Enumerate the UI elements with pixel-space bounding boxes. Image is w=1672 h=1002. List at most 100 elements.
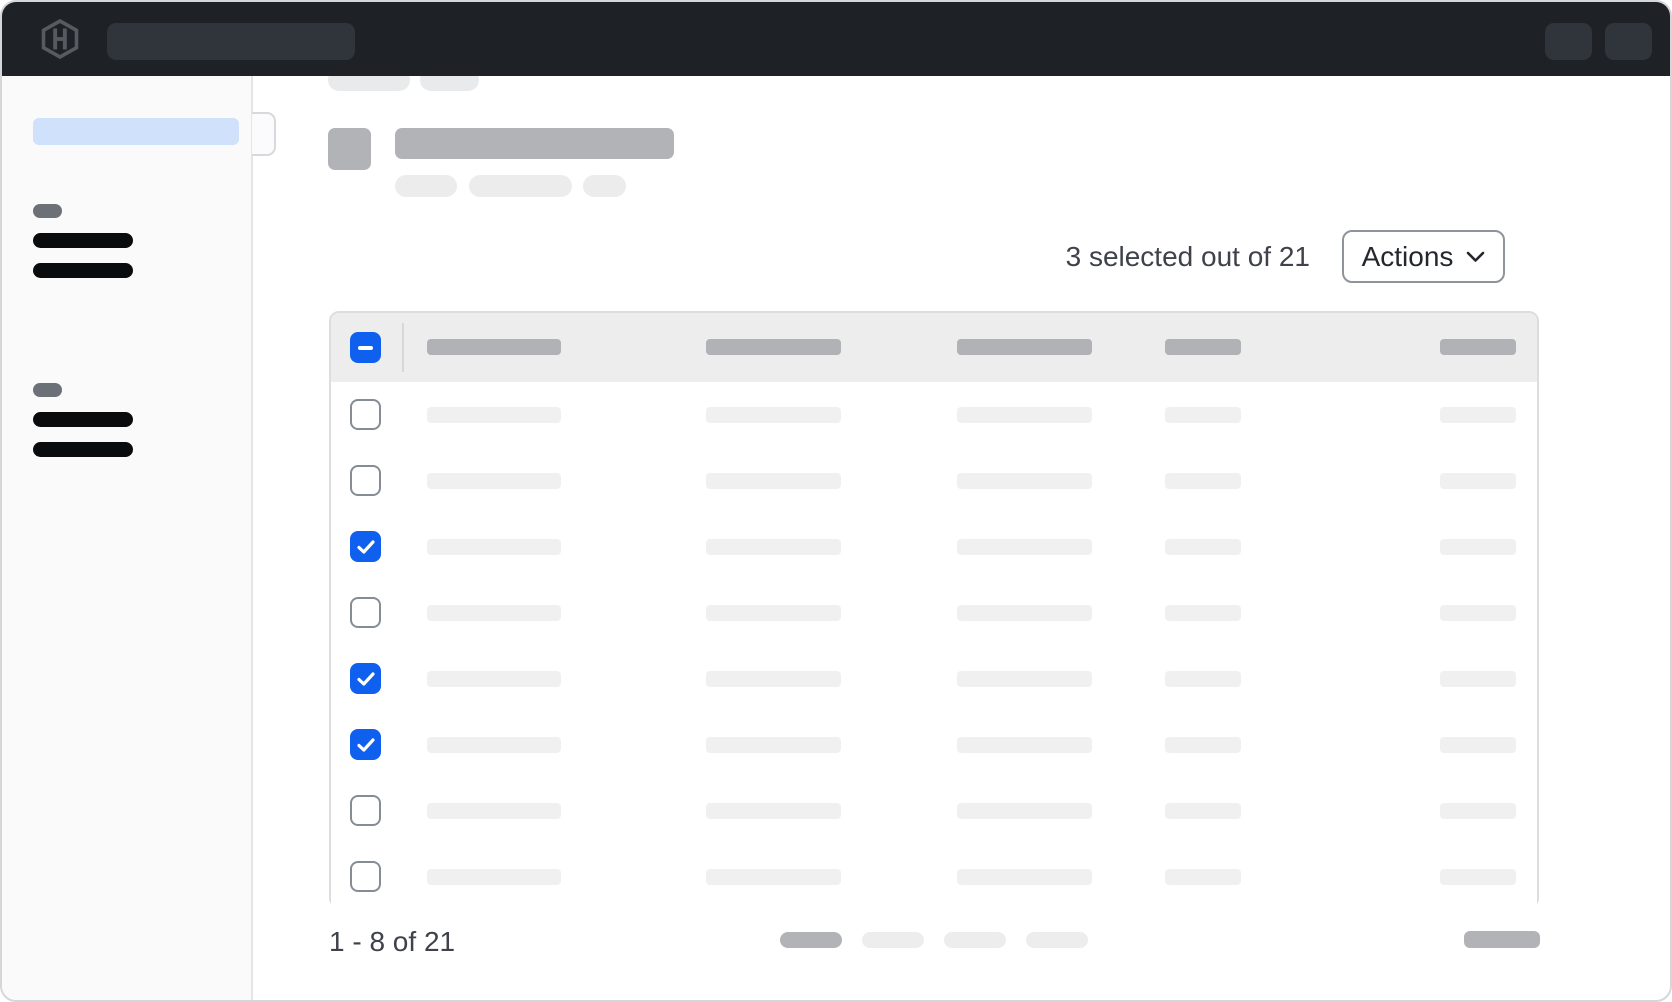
actions-button[interactable]: Actions — [1342, 230, 1505, 283]
sidebar-item[interactable] — [33, 412, 133, 427]
sidebar-item[interactable] — [33, 442, 133, 457]
hashicorp-logo-icon[interactable] — [40, 19, 80, 59]
table-row — [331, 382, 1537, 448]
cell-skeleton — [1440, 407, 1516, 423]
checkmark-icon — [356, 539, 375, 554]
data-table — [329, 311, 1539, 910]
cell-skeleton — [706, 803, 841, 819]
cell-skeleton — [1440, 737, 1516, 753]
row-checkbox[interactable] — [350, 861, 381, 892]
column-header-skeleton — [427, 339, 561, 355]
sidebar-item-active[interactable] — [33, 118, 239, 145]
cell-skeleton — [706, 671, 841, 687]
cell-skeleton — [427, 605, 561, 621]
cell-skeleton — [1165, 605, 1241, 621]
cell-skeleton — [706, 869, 841, 885]
column-divider — [402, 323, 404, 372]
actions-button-label: Actions — [1361, 240, 1454, 272]
nav-button-skeleton[interactable] — [1605, 23, 1652, 60]
cell-skeleton — [427, 539, 561, 555]
selection-summary: 3 selected out of 21 — [1065, 241, 1310, 272]
row-checkbox[interactable] — [350, 597, 381, 628]
table-header-row — [331, 313, 1537, 382]
sidebar — [2, 76, 253, 1000]
cell-skeleton — [1165, 737, 1241, 753]
table-row — [331, 514, 1537, 580]
row-checkbox[interactable] — [350, 399, 381, 430]
sidebar-item[interactable] — [33, 233, 133, 248]
badge-skeleton — [395, 175, 457, 197]
page-pill-current[interactable] — [780, 932, 842, 948]
cell-skeleton — [1165, 803, 1241, 819]
cell-skeleton — [1440, 605, 1516, 621]
page-title-skeleton — [395, 128, 674, 159]
table-row — [331, 580, 1537, 646]
badge-skeleton — [583, 175, 626, 197]
row-checkbox[interactable] — [350, 663, 381, 694]
cell-skeleton — [1165, 473, 1241, 489]
nav-button-skeleton[interactable] — [1545, 23, 1592, 60]
row-checkbox[interactable] — [350, 465, 381, 496]
cell-skeleton — [427, 671, 561, 687]
table-body — [331, 382, 1537, 910]
cell-skeleton — [957, 605, 1092, 621]
row-checkbox[interactable] — [350, 531, 381, 562]
cell-skeleton — [427, 737, 561, 753]
table-row — [331, 646, 1537, 712]
column-header-skeleton — [706, 339, 841, 355]
table-row — [331, 778, 1537, 844]
table-row — [331, 712, 1537, 778]
sidebar-section-label — [33, 204, 62, 218]
checkmark-icon — [356, 737, 375, 752]
table-row — [331, 448, 1537, 514]
cell-skeleton — [1165, 869, 1241, 885]
cell-skeleton — [427, 869, 561, 885]
cell-skeleton — [706, 605, 841, 621]
page-pill[interactable] — [862, 932, 924, 948]
row-checkbox[interactable] — [350, 729, 381, 760]
search-input[interactable] — [107, 23, 355, 60]
cell-skeleton — [957, 869, 1092, 885]
cell-skeleton — [1440, 539, 1516, 555]
cell-skeleton — [706, 473, 841, 489]
chevron-down-icon — [1467, 251, 1485, 262]
cell-skeleton — [957, 803, 1092, 819]
sidebar-item[interactable] — [33, 263, 133, 278]
table-row — [331, 844, 1537, 910]
checkmark-icon — [356, 671, 375, 686]
cell-skeleton — [957, 671, 1092, 687]
row-checkbox[interactable] — [350, 795, 381, 826]
column-header-skeleton — [1165, 339, 1241, 355]
page-pill[interactable] — [944, 932, 1006, 948]
cell-skeleton — [1440, 869, 1516, 885]
cell-skeleton — [1165, 539, 1241, 555]
page-icon-skeleton — [328, 128, 371, 170]
select-all-checkbox-indeterminate[interactable] — [350, 332, 381, 363]
pagination-range-label: 1 - 8 of 21 — [329, 926, 456, 957]
cell-skeleton — [957, 737, 1092, 753]
cell-skeleton — [1165, 671, 1241, 687]
cell-skeleton — [1440, 473, 1516, 489]
column-header-skeleton — [1440, 339, 1516, 355]
sidebar-section-label — [33, 383, 62, 397]
cell-skeleton — [957, 407, 1092, 423]
column-header-skeleton — [957, 339, 1092, 355]
badge-skeleton — [469, 175, 572, 197]
cell-skeleton — [1165, 407, 1241, 423]
cell-skeleton — [1440, 671, 1516, 687]
page-size-skeleton-bar — [1464, 931, 1540, 948]
cell-skeleton — [427, 473, 561, 489]
cell-skeleton — [957, 539, 1092, 555]
cell-skeleton — [957, 473, 1092, 489]
cell-skeleton — [427, 407, 561, 423]
cell-skeleton — [706, 407, 841, 423]
cell-skeleton — [706, 737, 841, 753]
sidebar-collapse-handle[interactable] — [252, 112, 276, 156]
cell-skeleton — [427, 803, 561, 819]
minus-icon — [358, 345, 373, 350]
cell-skeleton — [706, 539, 841, 555]
cell-skeleton — [1440, 803, 1516, 819]
page-pill[interactable] — [1026, 932, 1088, 948]
top-nav — [2, 2, 1670, 76]
